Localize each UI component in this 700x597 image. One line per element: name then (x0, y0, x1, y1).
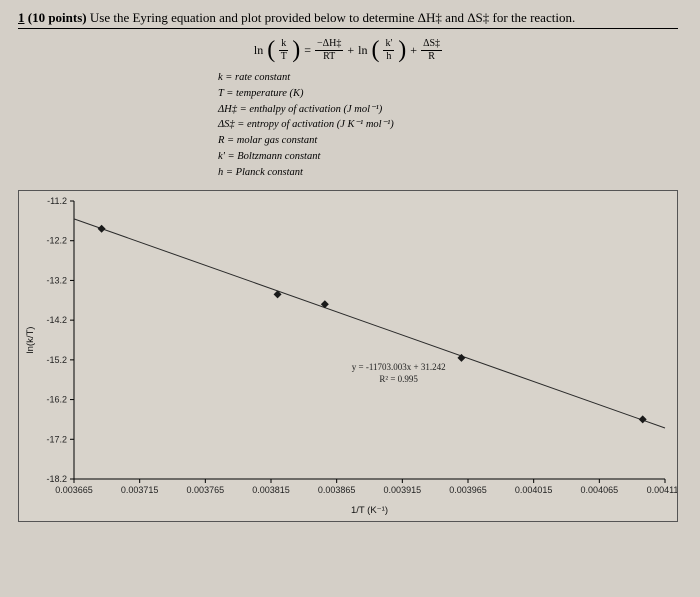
definition-line: R = molar gas constant (218, 133, 678, 149)
svg-text:0.003815: 0.003815 (252, 485, 290, 495)
definition-line: ΔS‡ = entropy of activation (J K⁻¹ mol⁻¹… (218, 117, 678, 133)
svg-text:0.004065: 0.004065 (581, 485, 619, 495)
definition-line: h = Planck constant (218, 165, 678, 181)
eyring-plot: -18.2 -17.2 -16.2 -15.2 -14.2 -13.2 -12.2 -11.2… (18, 190, 678, 522)
svg-text:0.003915: 0.003915 (384, 485, 422, 495)
svg-text:0.004115: 0.004115 (647, 485, 677, 495)
frac3-top: k' (383, 39, 394, 51)
frac2-bot: RT (323, 51, 335, 62)
svg-text:-15.2: -15.2 (46, 355, 67, 365)
equals: = (304, 43, 311, 58)
definition-line: T = temperature (K) (218, 86, 678, 102)
definitions-list: k = rate constantT = temperature (K)ΔH‡ … (218, 70, 678, 180)
svg-text:-11.2: -11.2 (47, 196, 67, 206)
eyring-equation: ln ( kT ) = −ΔH‡RT + ln ( k'h ) + ΔS‡R (18, 39, 678, 62)
svg-text:0.003865: 0.003865 (318, 485, 356, 495)
frac1-bot: T (281, 51, 287, 62)
svg-text:-14.2: -14.2 (46, 315, 67, 325)
q-number: 1 (18, 10, 25, 25)
q-points: (10 points) (28, 10, 87, 25)
svg-text:0.003715: 0.003715 (121, 485, 159, 495)
svg-text:1/T (K⁻¹): 1/T (K⁻¹) (351, 505, 388, 516)
frac1-top: k (279, 39, 288, 51)
plus2: + (410, 43, 417, 58)
svg-text:-18.2: -18.2 (46, 474, 67, 484)
svg-text:0.003765: 0.003765 (187, 485, 225, 495)
plus1: + (347, 43, 354, 58)
definition-line: ΔH‡ = enthalpy of activation (J mol⁻¹) (218, 102, 678, 118)
chart-svg: -18.2 -17.2 -16.2 -15.2 -14.2 -13.2 -12.2 -11.2… (19, 191, 677, 521)
svg-text:0.003965: 0.003965 (449, 485, 487, 495)
svg-text:0.004015: 0.004015 (515, 485, 553, 495)
frac2-top: −ΔH‡ (315, 39, 343, 51)
svg-text:-17.2: -17.2 (46, 435, 67, 445)
fit-eq: y = -11703.003x + 31.242 (352, 362, 446, 374)
frac4-top: ΔS‡ (421, 39, 442, 51)
ln2: ln (358, 43, 367, 58)
definition-line: k = rate constant (218, 70, 678, 86)
fit-equation-label: y = -11703.003x + 31.242 R² = 0.995 (352, 362, 446, 385)
svg-text:0.003665: 0.003665 (55, 485, 93, 495)
fit-r2: R² = 0.995 (352, 374, 446, 386)
frac3-bot: h (386, 51, 391, 62)
svg-text:-12.2: -12.2 (46, 236, 67, 246)
svg-text:-16.2: -16.2 (46, 395, 67, 405)
frac4-bot: R (428, 51, 435, 62)
ln1: ln (254, 43, 263, 58)
svg-text:ln(k/T): ln(k/T) (25, 327, 36, 354)
q-text: Use the Eyring equation and plot provide… (90, 10, 575, 25)
definition-line: k' = Boltzmann constant (218, 149, 678, 165)
svg-text:-13.2: -13.2 (46, 276, 67, 286)
